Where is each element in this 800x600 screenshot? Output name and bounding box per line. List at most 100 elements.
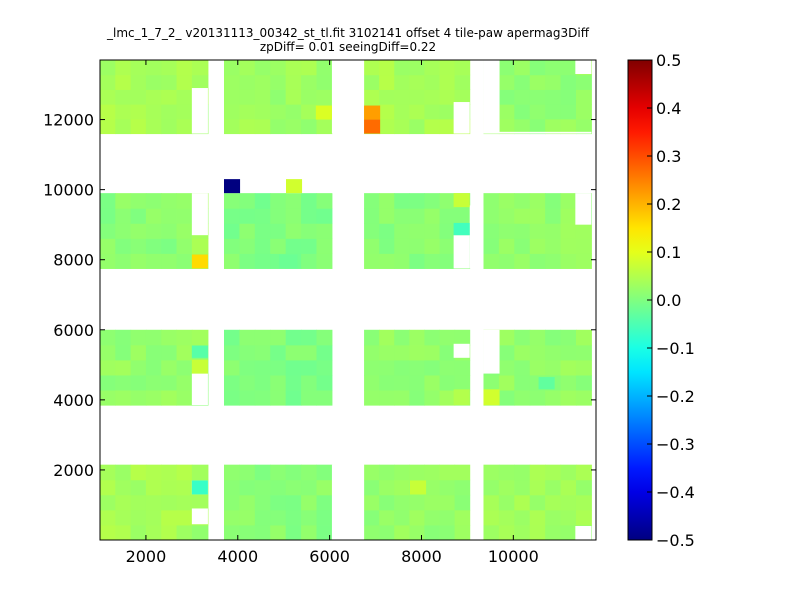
heatmap-cell — [145, 104, 162, 120]
heatmap-cell — [560, 118, 577, 135]
heatmap-cell — [498, 494, 515, 511]
heatmap-cell — [529, 390, 546, 406]
heatmap-cell — [301, 208, 318, 224]
heatmap-cell — [115, 60, 132, 76]
heatmap-cell — [424, 509, 441, 526]
heatmap-cell — [301, 390, 318, 406]
heatmap-gap — [331, 179, 365, 194]
heatmap-highlight-cell — [191, 359, 208, 374]
heatmap-cell — [100, 374, 116, 391]
heatmap-highlight-cell — [538, 377, 555, 390]
heatmap-cell — [285, 494, 302, 511]
heatmap-cell — [498, 118, 515, 135]
heatmap-cell — [439, 208, 456, 224]
heatmap-cell — [560, 193, 577, 209]
heatmap-cell — [514, 359, 531, 376]
heatmap-cell — [176, 104, 193, 120]
heatmap-cell — [424, 104, 441, 120]
heatmap-cell — [254, 524, 271, 541]
heatmap-cell — [545, 464, 562, 481]
heatmap-cell — [439, 374, 456, 391]
heatmap-cell — [560, 104, 577, 120]
heatmap-cell — [254, 118, 271, 135]
heatmap-cell — [301, 118, 318, 135]
heatmap-cell — [176, 329, 193, 346]
heatmap-cell — [285, 223, 302, 239]
heatmap-cell — [270, 208, 287, 224]
heatmap-cell — [301, 524, 318, 541]
heatmap-cell — [301, 238, 318, 254]
heatmap-cell — [379, 60, 395, 76]
heatmap-cell — [439, 118, 456, 135]
heatmap-cell — [145, 344, 162, 361]
heatmap-cell — [176, 464, 193, 481]
heatmap-cell — [560, 524, 577, 541]
heatmap-cell — [514, 238, 531, 254]
heatmap-cell — [316, 524, 333, 541]
heatmap-cell — [560, 223, 577, 239]
heatmap-cell — [424, 494, 441, 511]
heatmap-cell — [161, 104, 178, 120]
heatmap-cell — [498, 479, 515, 496]
heatmap-cell — [409, 253, 425, 269]
heatmap-cell — [239, 390, 256, 406]
heatmap-gap — [453, 102, 470, 134]
heatmap-cell — [301, 494, 318, 511]
heatmap-cell — [424, 89, 441, 105]
heatmap-cell — [545, 390, 562, 406]
heatmap-cell — [115, 74, 132, 90]
heatmap-cell — [454, 329, 471, 346]
heatmap-cell — [285, 390, 302, 406]
heatmap-cell — [224, 374, 240, 391]
heatmap-cell — [145, 193, 162, 209]
x-tick-label: 10000 — [488, 547, 539, 566]
heatmap-cell — [364, 479, 380, 496]
heatmap-highlight-cell — [410, 480, 427, 495]
heatmap-cell — [301, 374, 318, 391]
heatmap-cell — [483, 524, 500, 541]
heatmap-cell — [379, 118, 395, 135]
heatmap-cell — [379, 238, 395, 254]
heatmap-cell — [575, 464, 592, 481]
heatmap-cell — [514, 118, 531, 135]
heatmap-cell — [191, 74, 209, 90]
heatmap-cell — [439, 359, 456, 376]
heatmap-highlight-cell — [453, 193, 470, 208]
heatmap-cell — [100, 464, 116, 481]
heatmap-cell — [161, 238, 178, 254]
heatmap-cell — [161, 74, 178, 90]
heatmap-cell — [145, 494, 162, 511]
heatmap-cell — [115, 509, 132, 526]
heatmap-cell — [394, 193, 410, 209]
heatmap-cell — [176, 118, 193, 135]
heatmap-cell — [285, 118, 302, 135]
heatmap-cell — [224, 104, 240, 120]
heatmap-cell — [454, 374, 471, 391]
heatmap-cell — [364, 60, 380, 76]
heatmap-cell — [439, 344, 456, 361]
heatmap-cell — [270, 464, 287, 481]
heatmap-cell — [575, 253, 592, 269]
heatmap-cell — [514, 344, 531, 361]
heatmap-cell — [161, 344, 178, 361]
heatmap-cell — [575, 74, 592, 90]
heatmap-cell — [285, 193, 302, 209]
heatmap-cell — [239, 509, 256, 526]
heatmap-cell — [270, 374, 287, 391]
heatmap-cell — [454, 494, 471, 511]
heatmap-cell — [100, 60, 116, 76]
heatmap-cell — [301, 89, 318, 105]
heatmap-cell — [239, 104, 256, 120]
heatmap-cell — [483, 208, 500, 224]
heatmap-cell — [575, 89, 592, 105]
heatmap-cell — [115, 494, 132, 511]
heatmap-cell — [316, 193, 333, 209]
heatmap-highlight-cell — [483, 389, 500, 406]
heatmap-cell — [394, 464, 410, 481]
heatmap-cell — [316, 479, 333, 496]
heatmap-cell — [145, 390, 162, 406]
heatmap-cell — [224, 238, 240, 254]
heatmap-cell — [301, 329, 318, 346]
heatmap-cell — [239, 374, 256, 391]
